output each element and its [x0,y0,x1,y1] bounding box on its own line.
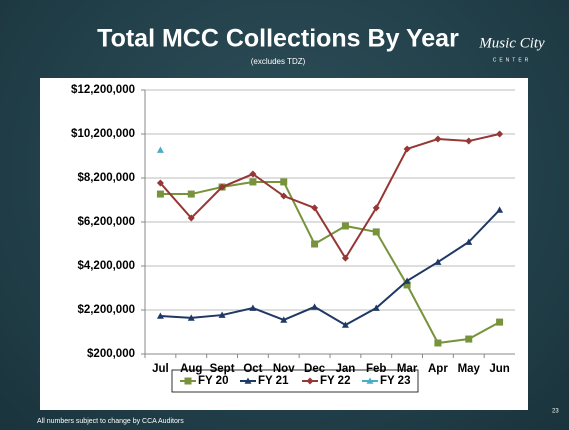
y-tick-label: $10,200,000 [71,128,135,140]
data-point [434,339,442,347]
logo-text: Music City [478,35,545,51]
data-point [156,312,164,319]
data-point [372,304,380,311]
legend-marker [244,377,252,384]
data-point [372,228,380,236]
series-line [160,180,501,345]
legend-label: FY 22 [320,375,350,387]
data-point [372,204,380,212]
y-tick-label: $4,200,000 [77,260,135,272]
logo-subtext: CENTER [493,57,532,63]
legend-label: FY 23 [380,375,410,387]
y-tick-label: $12,200,000 [71,84,135,96]
data-point [280,316,288,323]
data-point [280,192,288,200]
data-point [434,135,442,143]
legend-marker [184,377,192,385]
data-point [156,190,164,198]
data-point [187,214,195,222]
data-point [311,303,319,310]
footer: All numbers subject to change by CCA Aud… [37,418,184,425]
slide-title: Total MCC Collections By Year [97,25,459,53]
plot: $200,000 $2,200,000 $4,200,000 $6,200,000 $8… [71,84,515,387]
data-point [218,183,226,191]
legend-label: FY 20 [198,375,228,387]
data-point [496,206,504,213]
legend-marker [306,377,314,385]
legend-box [171,369,419,393]
data-point [403,145,411,153]
x-tick-label: Jan [336,363,356,375]
data-point [434,258,442,265]
data-point [341,321,349,328]
data-point [311,240,319,248]
data-point [156,179,164,187]
legend-marker [366,377,374,384]
legend-label: FY 21 [258,375,289,387]
x-tick-label: Mar [397,363,418,375]
data-point [341,254,349,262]
x-tick-label: Feb [366,363,386,375]
data-point [496,130,504,138]
data-point [187,314,195,321]
page-number: 23 [552,409,559,415]
data-point [341,222,349,230]
data-point [218,311,226,318]
data-point [403,281,411,289]
x-tick-label: Oct [243,363,262,375]
x-tick-label: Nov [273,363,295,375]
x-tick-label: Jul [152,363,169,375]
x-tick-label: Sept [210,363,235,375]
y-tick-label: $200,000 [87,348,135,360]
x-tick-label: Dec [304,363,326,375]
x-tick-label: Aug [180,363,202,375]
x-tick-label: Jun [489,363,509,375]
y-tick-label: $8,200,000 [77,172,135,184]
x-tick-label: May [458,363,481,375]
data-point [280,178,288,186]
data-point [249,178,257,186]
y-tick-label: $2,200,000 [77,304,135,316]
data-point [403,277,411,284]
chart-panel [40,78,528,410]
slide-subtitle: (excludes TDZ) [251,57,306,66]
data-point [249,304,257,311]
data-point [465,335,473,343]
data-point [496,318,504,326]
series-line [160,209,501,327]
data-point [465,137,473,145]
series-line [159,133,500,260]
data-point [187,190,195,198]
data-point [465,238,473,245]
data-point [311,204,319,212]
data-point [249,170,257,178]
y-tick-label: $6,200,000 [77,216,135,228]
data-point [156,146,164,153]
x-tick-label: Apr [428,363,448,375]
